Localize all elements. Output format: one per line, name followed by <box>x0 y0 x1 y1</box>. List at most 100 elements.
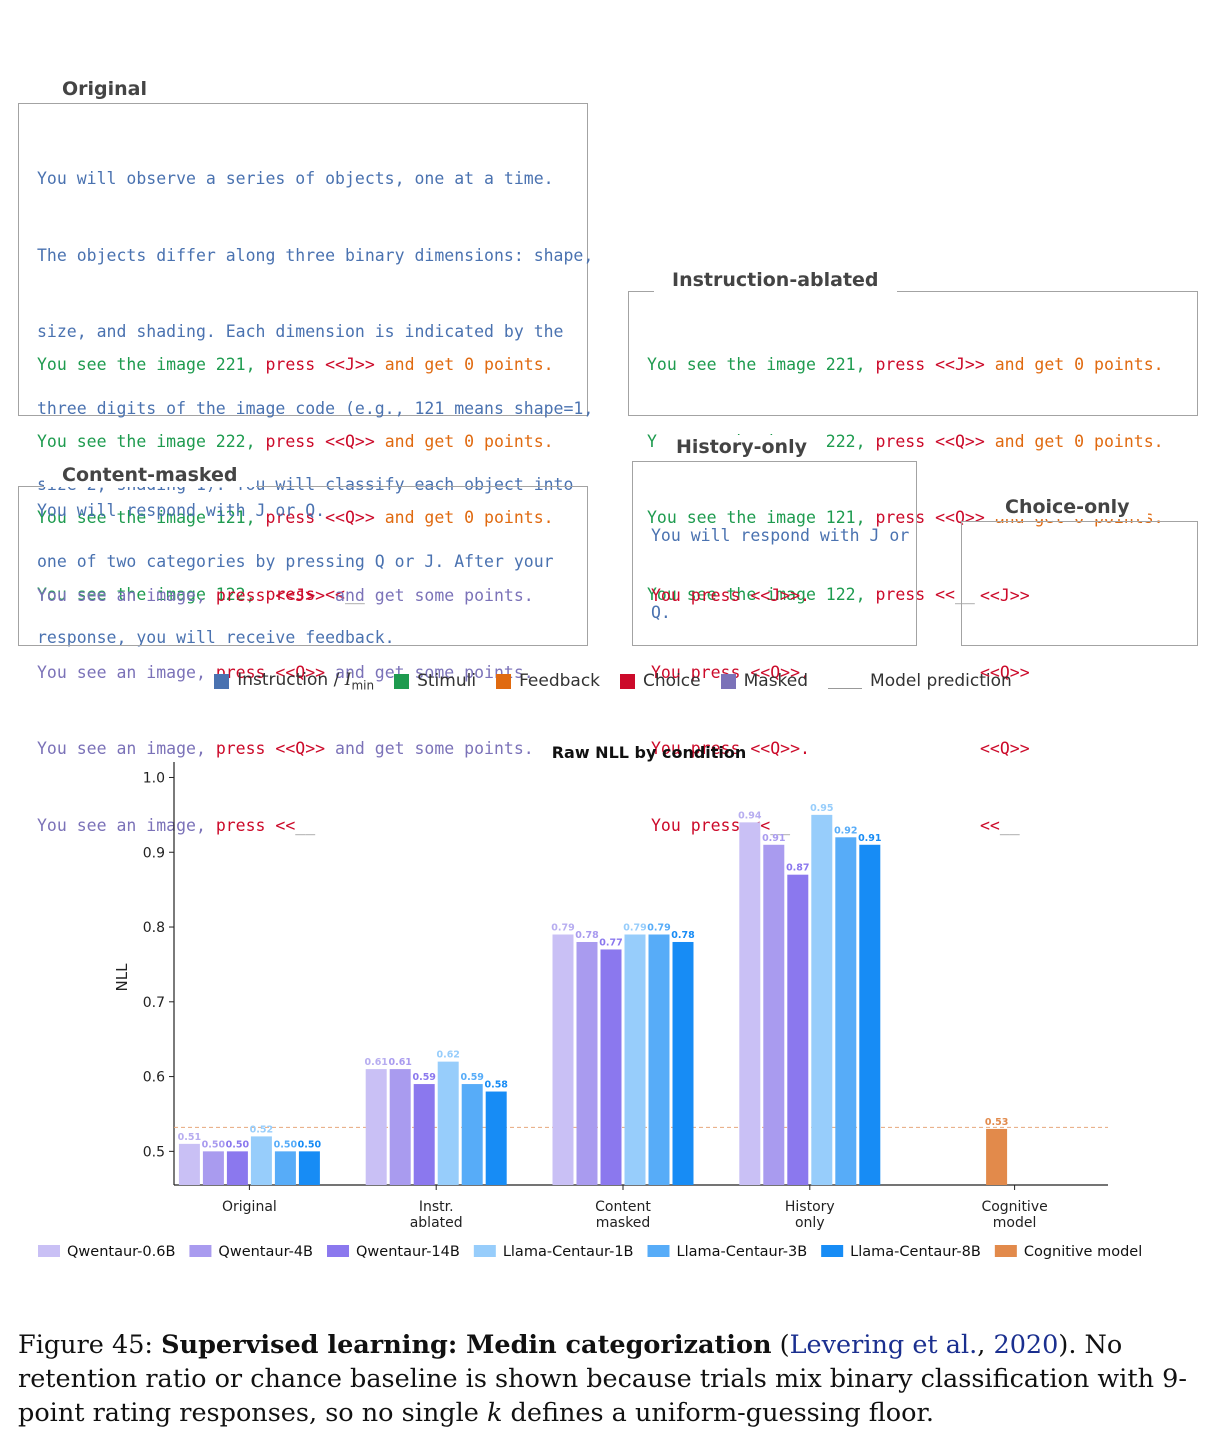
prediction-blank: __ <box>999 815 1020 835</box>
bar <box>178 1143 200 1185</box>
bar-value-label: 0.87 <box>786 863 809 874</box>
caption-body: ). No retention ratio or chance baseline… <box>18 1330 1187 1428</box>
y-tick-label: 1.0 <box>143 770 165 786</box>
bar-value-label: 0.61 <box>364 1057 387 1068</box>
trial-line: You see the image 222, press <<Q>> and g… <box>37 429 554 455</box>
feedback-text: and get 0 points. <box>374 355 554 374</box>
legend-label: Feedback <box>519 671 601 692</box>
bar-value-label: 0.79 <box>551 923 574 934</box>
legend-entry: Qwentaur-4B <box>218 1244 313 1260</box>
legend-entry: Llama-Centaur-8B <box>850 1244 981 1260</box>
feedback-text: and get 0 points. <box>374 508 554 527</box>
bar <box>437 1061 459 1185</box>
bar-value-label: 0.58 <box>484 1080 508 1091</box>
bar <box>986 1128 1008 1185</box>
bar <box>226 1151 248 1185</box>
legend-swatch <box>821 1245 844 1257</box>
bar-value-label: 0.95 <box>810 803 833 814</box>
legend-label: Masked <box>743 671 809 692</box>
y-axis-label: NLL <box>113 963 131 992</box>
legend-entry: Cognitive model <box>1024 1244 1142 1260</box>
panel-title-original: Original <box>44 77 166 101</box>
original-instruction: You will observe a series of objects, on… <box>37 115 593 702</box>
x-tick-label: ablated <box>410 1215 463 1231</box>
stimulus-text: You see the image 122, <box>647 584 876 604</box>
token-legend: Instruction / Imin Stimuli Feedback Choi… <box>0 670 1226 692</box>
instruction-line: one of two categories by pressing Q or J… <box>37 551 554 571</box>
instruction-line: The objects differ along three binary di… <box>37 245 594 265</box>
trial-line: You see the image 122, press <<__ <box>37 582 554 608</box>
bar-value-label: 0.79 <box>647 923 670 934</box>
instruction-line: size, and shading. Each dimension is ind… <box>37 322 564 341</box>
legend-sub: min <box>351 678 375 693</box>
nll-bar-chart: Raw NLL by condition NLL 0.5 0.6 0.7 0.8 0.9 1.… <box>38 743 1142 1260</box>
legend-label: Instruction / Imin <box>237 670 374 692</box>
choice-text: press <<J>> <box>875 355 985 374</box>
bar-value-label: 0.62 <box>436 1050 459 1061</box>
bar-value-label: 0.59 <box>460 1072 483 1083</box>
legend-swatch <box>720 673 736 689</box>
panel-choice-only: Choice-only <<J>> <<Q>> <<Q>> <<__ <box>961 495 1198 835</box>
bar <box>298 1151 320 1185</box>
legend-swatch <box>214 673 230 689</box>
history-only-trials: You press <<J>>. You press <<Q>>. You pr… <box>651 532 810 889</box>
trial-line: You see an image, press <<Q>> and get so… <box>37 660 534 686</box>
bar-value-label: 0.59 <box>412 1072 435 1083</box>
chart-title: Raw NLL by condition <box>552 743 747 762</box>
feedback-text: and get 0 points. <box>984 355 1164 374</box>
bar-value-label: 0.77 <box>599 937 622 948</box>
bar-value-label: 0.50 <box>274 1139 298 1150</box>
bar-value-label: 0.50 <box>298 1139 322 1150</box>
bar <box>835 837 857 1185</box>
legend-swatch <box>38 1245 60 1257</box>
panel-title-history-only: History-only <box>658 435 825 459</box>
choice-text: << <box>980 815 1000 835</box>
bar-value-label: 0.91 <box>858 833 881 844</box>
masked-text: You see an image, <box>37 815 216 835</box>
panel-original: Original You will observe a series of ob… <box>18 77 593 647</box>
panel-history-only: History-only You will respond with J or … <box>632 435 917 835</box>
masked-text: and get some points. <box>325 739 534 758</box>
instruction-line: Q. <box>651 602 671 622</box>
bar <box>739 822 761 1185</box>
caption-bold-title: Supervised learning: Medin categorizatio… <box>161 1330 772 1360</box>
legend-entry: Qwentaur-14B <box>356 1244 460 1260</box>
legend-swatch <box>394 673 410 689</box>
prediction-blank: __ <box>344 584 365 604</box>
legend-item-model-prediction: Model prediction <box>828 670 1012 692</box>
citation-year-link[interactable]: 2020 <box>993 1330 1059 1360</box>
legend-item-masked: Masked <box>720 670 809 692</box>
y-tick-label: 0.8 <box>143 920 165 936</box>
caption-figure-number: Figure 45: <box>18 1330 162 1360</box>
y-tick-label: 0.9 <box>143 845 165 861</box>
feedback-text: and get 0 points. <box>374 431 554 451</box>
legend-swatch <box>620 673 636 689</box>
bar-value-label: 0.94 <box>738 810 762 821</box>
trial-line: You press <<J>>. <box>651 586 810 605</box>
bar <box>648 934 670 1185</box>
bar <box>600 949 622 1185</box>
choice-text: press <<Q>> <box>265 508 375 527</box>
legend-item-choice: Choice <box>620 670 701 692</box>
choice-text: press << <box>875 584 955 604</box>
citation-author-link[interactable]: Levering et al. <box>789 1330 978 1360</box>
x-tick-label: History <box>785 1199 835 1215</box>
bar <box>811 814 833 1185</box>
panel-title-content-masked: Content-masked <box>44 463 256 487</box>
choice-text: press << <box>215 815 296 835</box>
legend-item-stimuli: Stimuli <box>394 670 476 692</box>
stimulus-text: You see the image 221, <box>647 355 876 374</box>
legend-swatch <box>327 1245 350 1257</box>
bar-value-label: 0.79 <box>623 923 646 934</box>
legend-swatch <box>189 1245 212 1257</box>
choice-text: press <<Q>> <box>215 662 326 682</box>
prediction-blank: __ <box>295 815 316 835</box>
x-tick-label: Cognitive <box>981 1199 1047 1215</box>
masked-text: You see an image, <box>37 739 216 758</box>
y-tick-label: 0.7 <box>143 995 165 1011</box>
x-tick-label: only <box>795 1215 825 1231</box>
y-tick-label: 0.6 <box>143 1070 165 1086</box>
legend-swatch <box>647 1245 670 1257</box>
choice-text: press << <box>265 584 345 604</box>
bar <box>389 1069 411 1185</box>
